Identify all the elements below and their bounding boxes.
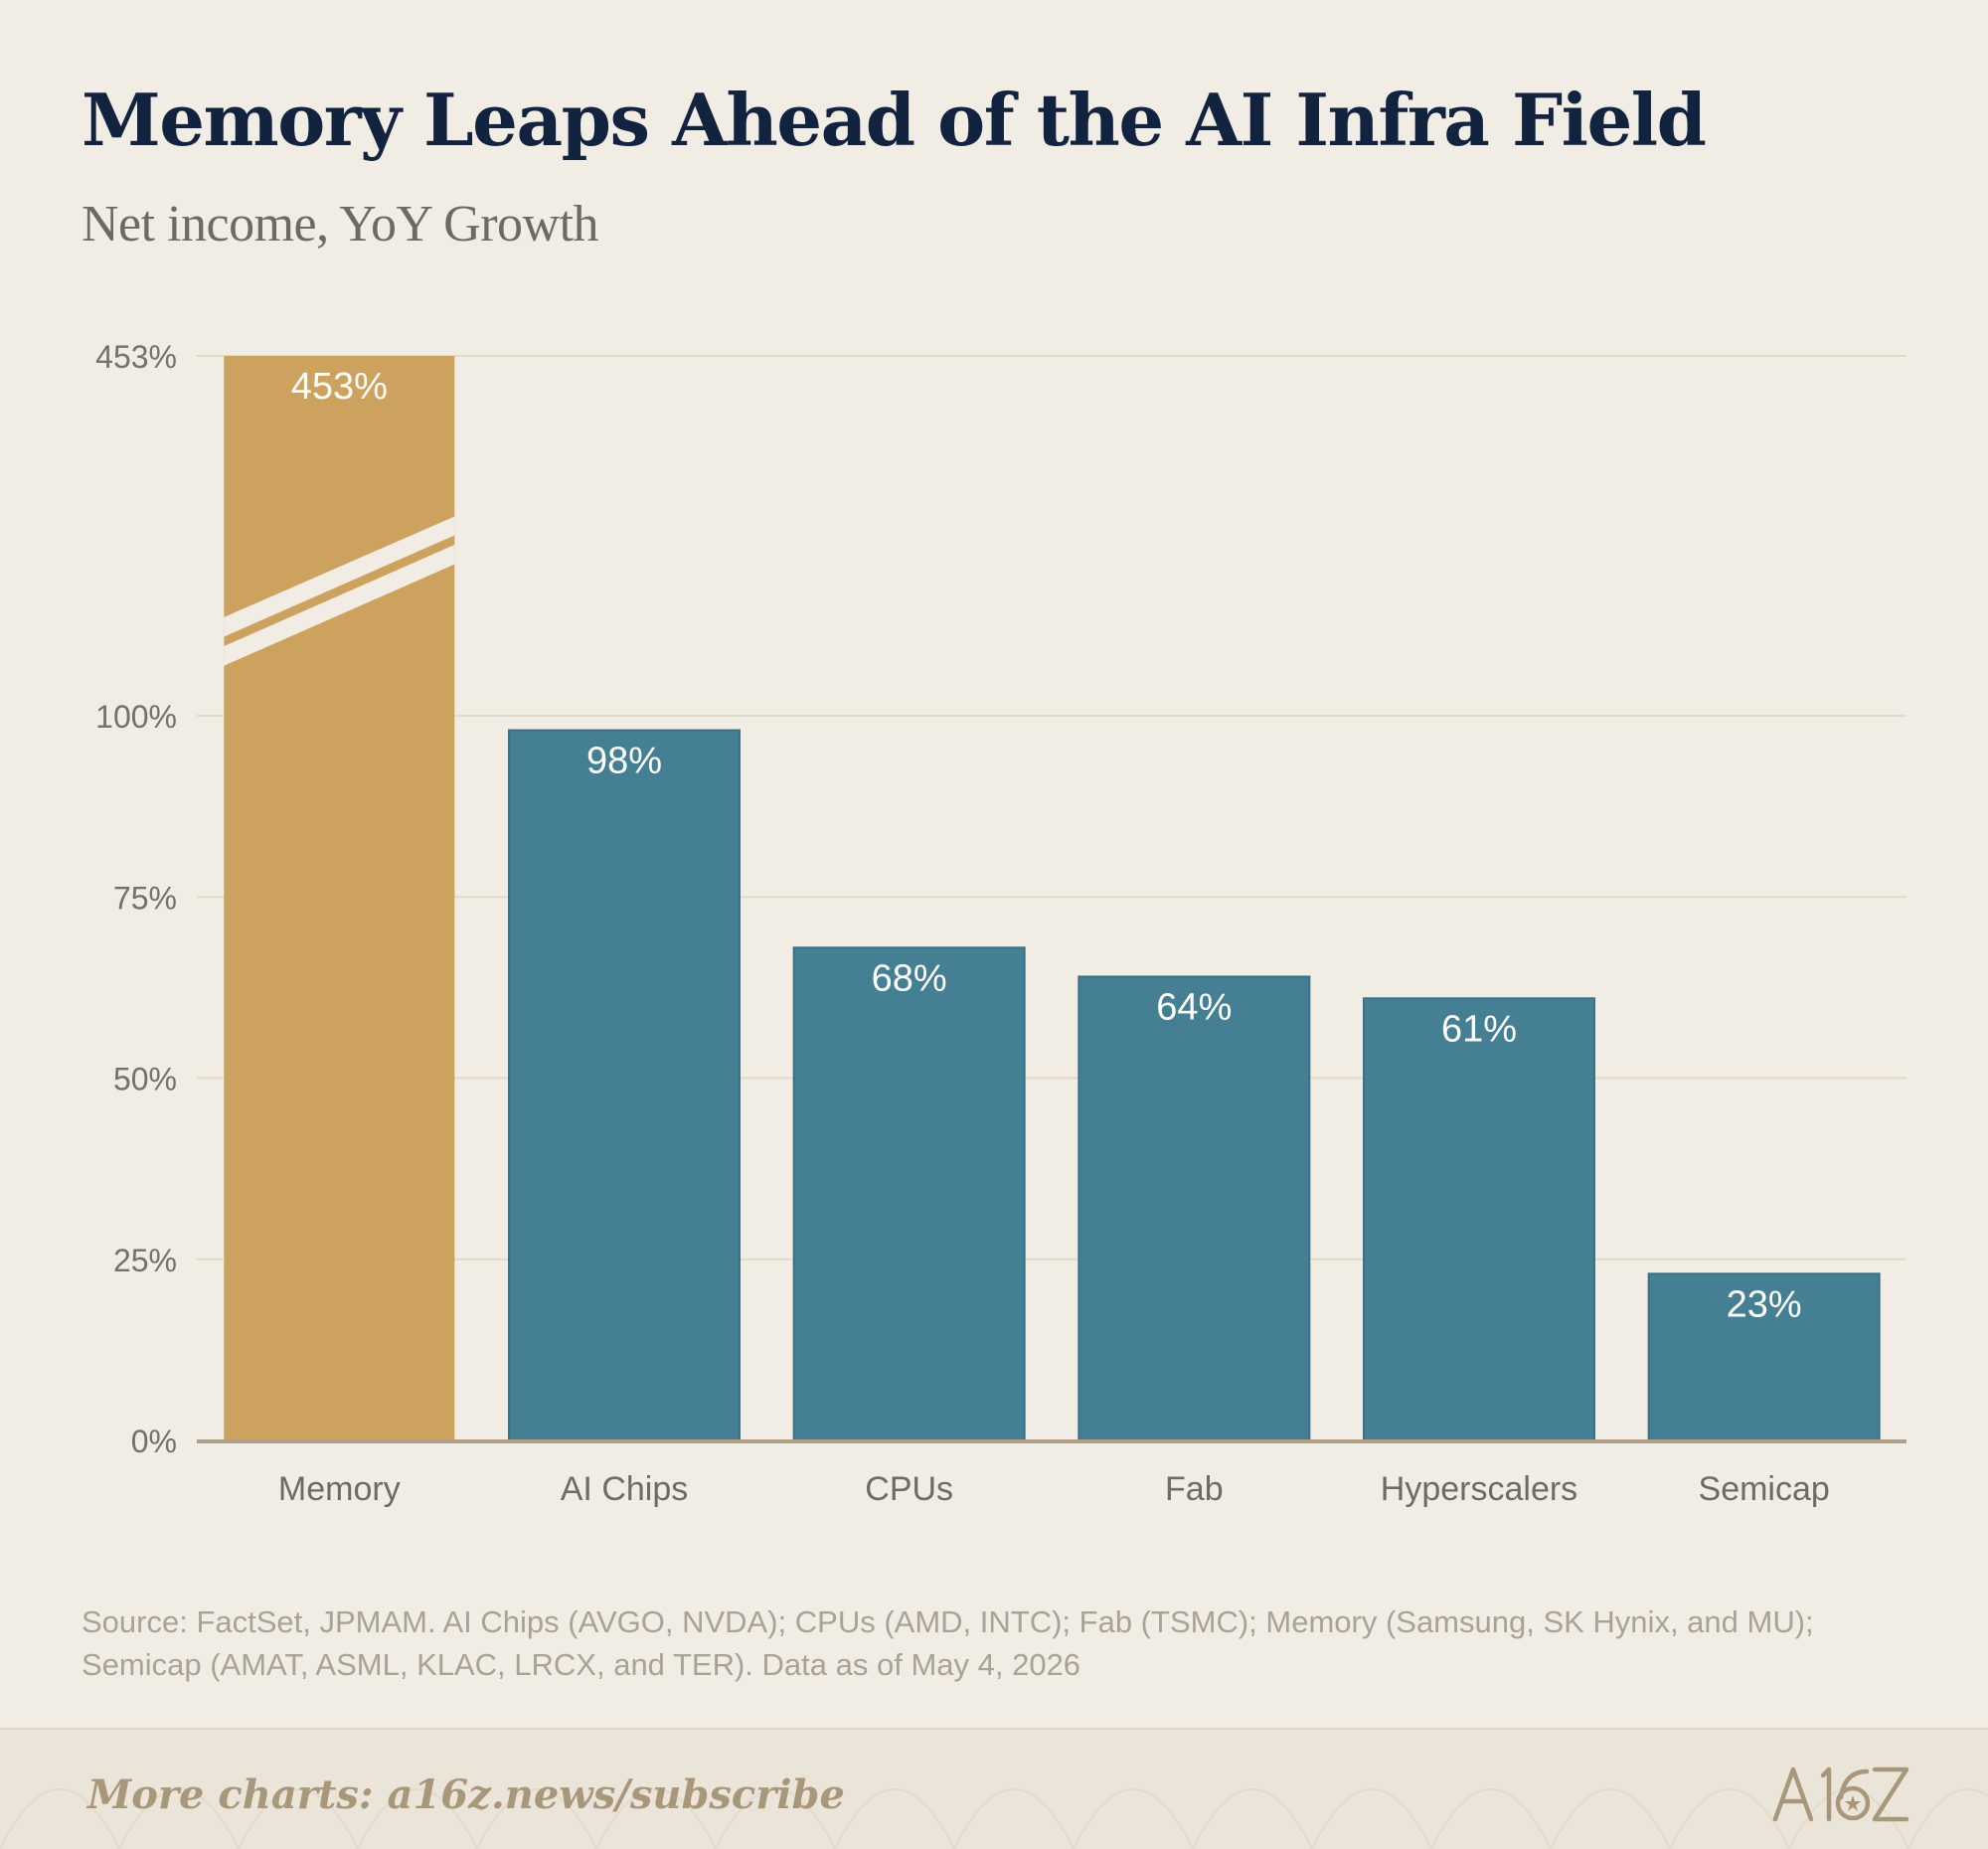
x-tick-label: Memory: [278, 1470, 401, 1508]
data-label: 453%: [291, 366, 388, 408]
chart-subtitle: Net income, YoY Growth: [82, 196, 599, 252]
y-tick-label: 453%: [95, 339, 177, 375]
bar-fab: [1077, 975, 1311, 1441]
bar-chart: 0% 25% 50% 75% 100% 453% 453% Memory 98% AI Chips…: [95, 339, 1906, 1508]
x-tick-label: CPUs: [865, 1470, 953, 1508]
bar-hyperscalers: [1363, 997, 1595, 1441]
axis-break-mark: [224, 516, 455, 637]
data-label: 68%: [872, 957, 947, 999]
x-tick-label: Fab: [1165, 1470, 1224, 1508]
a16z-logo: [1772, 1766, 1909, 1822]
y-tick-label: 100%: [95, 699, 177, 735]
data-label: 64%: [1156, 986, 1232, 1028]
bar-memory: [224, 356, 455, 1440]
y-tick-label: 25%: [113, 1243, 177, 1278]
x-tick-label: AI Chips: [561, 1470, 689, 1508]
y-tick-label: 50%: [113, 1062, 177, 1097]
footer-pattern: [0, 1788, 1988, 1849]
footer-banner: More charts: a16z.news/subscribe: [0, 1728, 1988, 1849]
x-tick-label: Hyperscalers: [1381, 1470, 1577, 1508]
data-label: 98%: [586, 741, 662, 782]
bar-cpus: [792, 946, 1026, 1442]
axis-break-mark: [224, 544, 455, 666]
data-label: 23%: [1727, 1283, 1802, 1325]
chart-title: Memory Leaps Ahead of the AI Infra Field: [82, 78, 1707, 162]
bar-ai-chips: [508, 729, 741, 1441]
source-note: Source: FactSet, JPMAM. AI Chips (AVGO, …: [82, 1604, 1814, 1682]
data-label: 61%: [1441, 1008, 1517, 1050]
x-tick-label: Semicap: [1699, 1470, 1830, 1508]
y-tick-label: 0%: [131, 1424, 177, 1459]
subscribe-link[interactable]: More charts: a16z.news/subscribe: [87, 1771, 845, 1818]
y-tick-label: 75%: [113, 880, 177, 916]
